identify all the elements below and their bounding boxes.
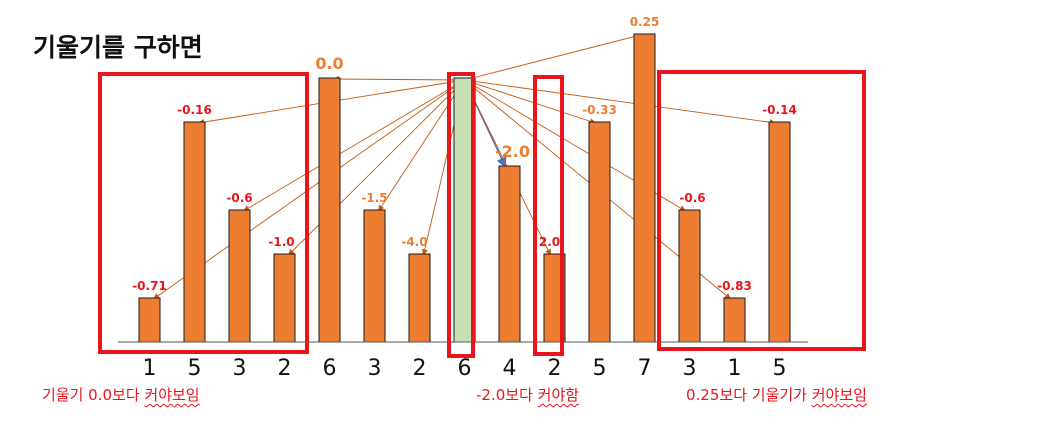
category-label: 2 (413, 356, 427, 381)
bar (678, 209, 701, 343)
slope-line (464, 79, 597, 125)
slope-label: -4.0 (401, 235, 427, 249)
slope-label: -0.16 (177, 103, 212, 117)
bar (408, 253, 431, 343)
bar (273, 253, 296, 343)
bar (723, 297, 746, 343)
slope-label: 2.0 (539, 235, 560, 249)
bar (318, 77, 341, 343)
left-note-emphasis: 커야보임 (144, 386, 200, 404)
category-label: 5 (593, 356, 607, 381)
category-label: 1 (728, 356, 742, 381)
left-note-text: 기울기 0.0보다 (42, 386, 145, 404)
right-note-text: 0.25보다 기울기가 (686, 386, 812, 404)
slope-line (378, 79, 465, 212)
slope-line (464, 79, 777, 126)
slope-line (288, 79, 465, 256)
category-label: 3 (683, 356, 697, 381)
bar (228, 209, 251, 343)
category-label: 2 (278, 356, 292, 381)
category-label: 2 (548, 356, 562, 381)
category-label: 4 (503, 356, 517, 381)
middle-group-box (533, 75, 564, 356)
slope-line (464, 33, 642, 81)
slope-line (242, 79, 465, 212)
page-title: 기울기를 구하면 (33, 33, 203, 62)
category-label: 5 (773, 356, 787, 381)
slope-label: -0.83 (717, 279, 752, 293)
slope-label: -0.33 (582, 103, 617, 117)
category-label: 5 (188, 356, 202, 381)
slope-line (332, 75, 465, 83)
left-group-note: 기울기 0.0보다 커야보임 (42, 384, 200, 405)
bar (768, 121, 791, 343)
bar (138, 297, 161, 343)
slope-label: -0.6 (679, 191, 705, 205)
right-group-box (657, 70, 866, 351)
slope-label: -0.6 (226, 191, 252, 205)
right-note-emphasis: 커야보임 (811, 386, 867, 404)
category-label: 6 (323, 356, 337, 381)
category-label: 1 (143, 356, 157, 381)
bar (363, 209, 386, 343)
slope-label: -0.71 (132, 279, 167, 293)
bar (498, 165, 521, 343)
middle-group-note: -2.0보다 커야함 (476, 384, 579, 405)
left-group-box (98, 72, 309, 354)
slope-label: -1.5 (361, 191, 387, 205)
mid-note-emphasis: 커야함 (537, 386, 580, 404)
category-label: 7 (638, 356, 652, 381)
slope-label: 0.25 (630, 15, 660, 29)
bar (588, 121, 611, 343)
slope-label: 0.0 (315, 54, 343, 73)
slope-label: -1.0 (268, 235, 294, 249)
bar (633, 33, 656, 343)
category-label: 3 (368, 356, 382, 381)
category-label: 3 (233, 356, 247, 381)
right-group-note: 0.25보다 기울기가 커야보임 (686, 384, 867, 405)
bar (183, 121, 206, 343)
mid-note-text: -2.0보다 (476, 386, 538, 404)
pivot-highlight-box (447, 72, 475, 358)
slope-label: -2.0 (495, 142, 530, 161)
slope-label: -0.14 (762, 103, 797, 117)
category-label: 6 (458, 356, 472, 381)
